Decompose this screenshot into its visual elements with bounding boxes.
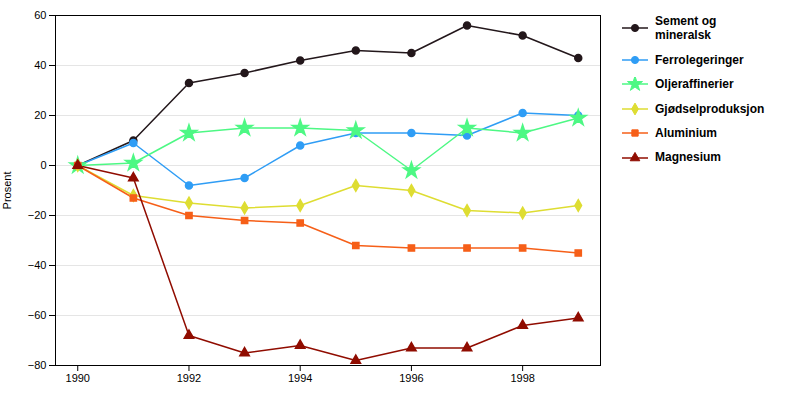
svg-text:−40: −40 xyxy=(28,259,47,271)
svg-text:40: 40 xyxy=(34,59,46,71)
svg-text:1998: 1998 xyxy=(510,372,534,384)
html-text:Gjødselproduksjon: Gjødselproduksjon xyxy=(655,101,765,116)
svg-text:−60: −60 xyxy=(28,309,47,321)
svg-text:−20: −20 xyxy=(28,209,47,221)
html-text:Ferrolegeringer: Ferrolegeringer xyxy=(655,52,744,67)
svg-text:1994: 1994 xyxy=(288,372,312,384)
svg-text:60: 60 xyxy=(34,9,46,21)
svg-text:1990: 1990 xyxy=(66,372,90,384)
svg-text:1992: 1992 xyxy=(177,372,201,384)
html-text:Oljeraffinerier: Oljeraffinerier xyxy=(655,77,734,92)
html-text:Magnesium: Magnesium xyxy=(655,150,721,165)
svg-text:Prosent: Prosent xyxy=(1,172,13,210)
svg-text:0: 0 xyxy=(40,159,46,171)
svg-text:20: 20 xyxy=(34,109,46,121)
svg-text:−80: −80 xyxy=(28,359,47,371)
html-text:Aluminium: Aluminium xyxy=(655,126,717,140)
html-text:Sement og mineralsk: Sement og mineralsk xyxy=(655,14,717,43)
svg-text:1996: 1996 xyxy=(399,372,423,384)
